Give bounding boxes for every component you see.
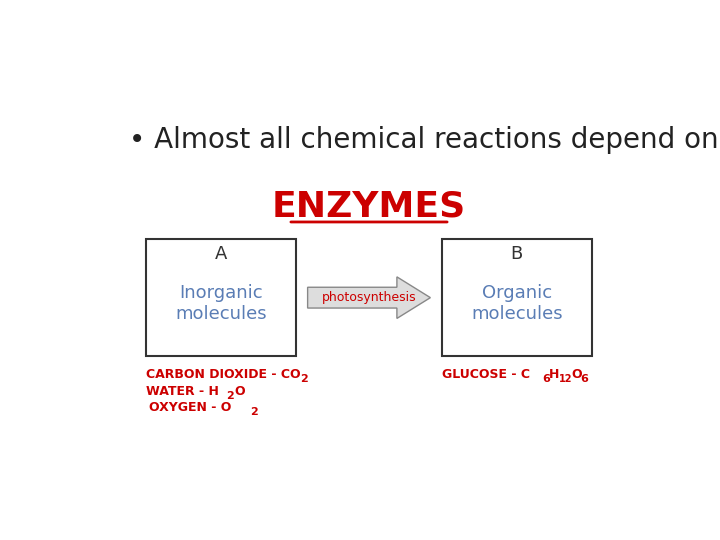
Text: OXYGEN - O: OXYGEN - O xyxy=(149,401,232,414)
Text: A: A xyxy=(215,245,228,263)
Text: CARBON DIOXIDE - CO: CARBON DIOXIDE - CO xyxy=(145,368,300,381)
Text: H: H xyxy=(549,368,559,381)
Text: • Almost all chemical reactions depend on: • Almost all chemical reactions depend o… xyxy=(129,126,719,154)
Text: 12: 12 xyxy=(559,374,572,384)
Text: B: B xyxy=(510,245,523,263)
Text: 2: 2 xyxy=(300,374,307,384)
Text: Inorganic
molecules: Inorganic molecules xyxy=(175,285,267,323)
Text: WATER - H: WATER - H xyxy=(145,384,219,397)
Text: 6: 6 xyxy=(542,374,550,384)
FancyArrow shape xyxy=(307,277,431,319)
Text: GLUCOSE - C: GLUCOSE - C xyxy=(441,368,529,381)
Text: O: O xyxy=(572,368,582,381)
Text: photosynthesis: photosynthesis xyxy=(322,291,416,304)
Text: Organic
molecules: Organic molecules xyxy=(471,285,563,323)
FancyBboxPatch shape xyxy=(145,239,297,356)
Text: O: O xyxy=(235,384,245,397)
Text: 2: 2 xyxy=(226,391,234,401)
FancyBboxPatch shape xyxy=(441,239,593,356)
Text: ENZYMES: ENZYMES xyxy=(272,189,466,223)
Text: 2: 2 xyxy=(250,407,258,417)
Text: 6: 6 xyxy=(580,374,588,384)
